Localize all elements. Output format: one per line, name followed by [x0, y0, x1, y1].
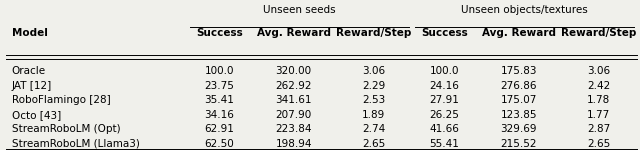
Text: 223.84: 223.84	[275, 124, 312, 134]
Text: Octo [43]: Octo [43]	[12, 110, 61, 120]
Text: Model: Model	[12, 27, 47, 38]
Text: 215.52: 215.52	[500, 139, 537, 149]
Text: JAT [12]: JAT [12]	[12, 81, 52, 91]
Text: 2.65: 2.65	[587, 139, 610, 149]
Text: Reward/Step: Reward/Step	[561, 27, 636, 38]
Text: Success: Success	[196, 27, 243, 38]
Text: 23.75: 23.75	[204, 81, 234, 91]
Text: 320.00: 320.00	[276, 66, 312, 76]
Text: 1.89: 1.89	[362, 110, 385, 120]
Text: 276.86: 276.86	[500, 81, 537, 91]
Text: 3.06: 3.06	[362, 66, 385, 76]
Text: 24.16: 24.16	[429, 81, 460, 91]
Text: 175.83: 175.83	[500, 66, 537, 76]
Text: 62.50: 62.50	[205, 139, 234, 149]
Text: 207.90: 207.90	[276, 110, 312, 120]
Text: 35.41: 35.41	[204, 95, 234, 105]
Text: 41.66: 41.66	[429, 124, 460, 134]
Text: Success: Success	[421, 27, 468, 38]
Text: 2.74: 2.74	[362, 124, 385, 134]
Text: 62.91: 62.91	[204, 124, 234, 134]
Text: 123.85: 123.85	[500, 110, 537, 120]
Text: 2.42: 2.42	[587, 81, 610, 91]
Text: 2.87: 2.87	[587, 124, 610, 134]
Text: 198.94: 198.94	[275, 139, 312, 149]
Text: 27.91: 27.91	[429, 95, 460, 105]
Text: Avg. Reward: Avg. Reward	[257, 27, 331, 38]
Text: 262.92: 262.92	[275, 81, 312, 91]
Text: Reward/Step: Reward/Step	[336, 27, 412, 38]
Text: 1.78: 1.78	[587, 95, 610, 105]
Text: 329.69: 329.69	[500, 124, 537, 134]
Text: 2.65: 2.65	[362, 139, 385, 149]
Text: 26.25: 26.25	[429, 110, 460, 120]
Text: 100.0: 100.0	[429, 66, 459, 76]
Text: Oracle: Oracle	[12, 66, 45, 76]
Text: 100.0: 100.0	[205, 66, 234, 76]
Text: 34.16: 34.16	[204, 110, 234, 120]
Text: 1.77: 1.77	[587, 110, 610, 120]
Text: StreamRoboLM (Opt): StreamRoboLM (Opt)	[12, 124, 120, 134]
Text: Unseen objects/textures: Unseen objects/textures	[461, 5, 588, 15]
Text: 341.61: 341.61	[275, 95, 312, 105]
Text: StreamRoboLM (Llama3): StreamRoboLM (Llama3)	[12, 139, 140, 149]
Text: Avg. Reward: Avg. Reward	[482, 27, 556, 38]
Text: RoboFlamingo [28]: RoboFlamingo [28]	[12, 95, 110, 105]
Text: 2.53: 2.53	[362, 95, 385, 105]
Text: 3.06: 3.06	[587, 66, 610, 76]
Text: 2.29: 2.29	[362, 81, 385, 91]
Text: 175.07: 175.07	[500, 95, 537, 105]
Text: 55.41: 55.41	[429, 139, 460, 149]
Text: Unseen seeds: Unseen seeds	[263, 5, 335, 15]
